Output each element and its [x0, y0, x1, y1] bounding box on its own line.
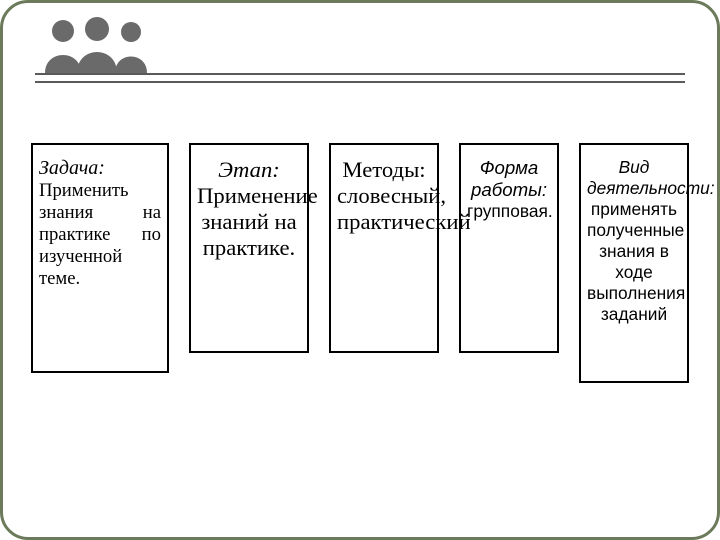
header-underline — [35, 73, 685, 83]
box-task: Задача: Применить знания на практике по … — [31, 143, 169, 373]
box-activity-body: применять полученные знания в ходе выпол… — [587, 199, 681, 325]
box-methods-body: словесный, практический — [337, 183, 431, 235]
box-form-body: групповая. — [467, 201, 551, 222]
slide-frame: Задача: Применить знания на практике по … — [0, 0, 720, 540]
box-row: Задача: Применить знания на практике по … — [31, 143, 689, 383]
box-form: Форма работы: групповая. — [459, 143, 559, 353]
people-silhouette-icon — [35, 15, 165, 75]
box-activity-title: Вид деятельности: — [587, 157, 681, 199]
box-activity: Вид деятельности: применять полученные з… — [579, 143, 689, 383]
box-methods-title: Методы: — [337, 157, 431, 183]
box-task-body: Применить знания на практике по изученно… — [39, 180, 161, 290]
box-stage-title: Этап: — [197, 157, 301, 183]
box-task-title: Задача: — [39, 157, 161, 180]
box-stage-body: Применение знаний на практике. — [197, 183, 301, 261]
slide-header — [35, 21, 685, 91]
box-methods: Методы: словесный, практический — [329, 143, 439, 353]
box-stage: Этап: Применение знаний на практике. — [189, 143, 309, 353]
box-form-title: Форма работы: — [467, 157, 551, 201]
